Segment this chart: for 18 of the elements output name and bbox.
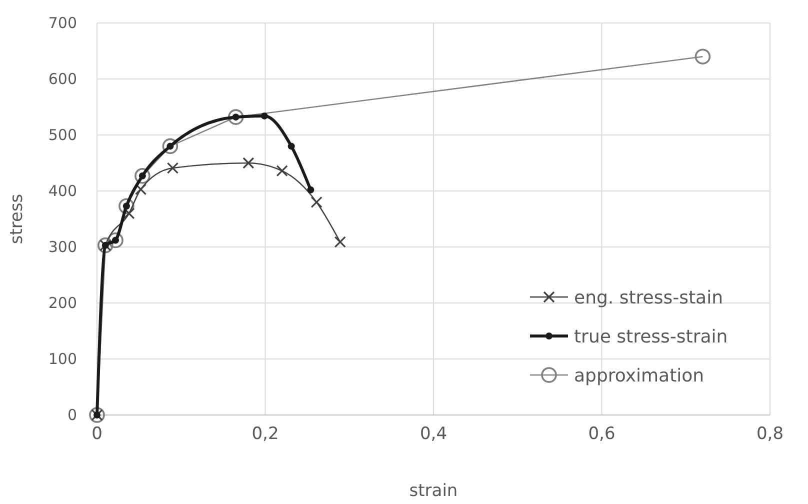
x-axis-title: strain	[409, 481, 458, 501]
x-tick-label: 0,6	[588, 424, 616, 444]
y-tick-label: 300	[48, 238, 77, 256]
y-tick-label: 0	[67, 406, 77, 424]
legend-label: approximation	[574, 365, 704, 386]
legend-label: true stress-strain	[574, 326, 728, 348]
x-tick-label: 0,4	[420, 424, 448, 444]
x-tick-label: 0	[92, 424, 102, 444]
legend-label: eng. stress-stain	[574, 287, 723, 308]
y-axis-title: stress	[7, 194, 27, 244]
y-tick-label: 100	[48, 350, 77, 368]
y-tick-label: 400	[48, 182, 77, 200]
y-tick-label: 200	[48, 294, 77, 312]
y-tick-label: 600	[48, 70, 77, 88]
x-tick-label: 0,8	[756, 424, 784, 444]
x-tick-label: 0,2	[252, 424, 279, 444]
y-tick-label: 700	[48, 14, 77, 32]
y-tick-label: 500	[48, 126, 77, 144]
